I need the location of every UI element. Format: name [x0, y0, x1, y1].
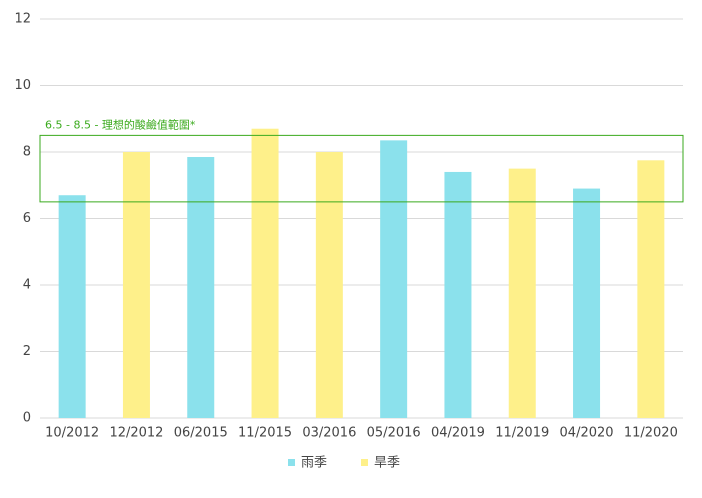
- bar: [380, 140, 408, 419]
- x-tick-label: 12/2012: [109, 426, 163, 441]
- y-tick-label: 4: [23, 278, 31, 293]
- x-tick-label: 10/2012: [45, 426, 99, 441]
- y-tick-label: 8: [23, 145, 31, 160]
- bar: [122, 152, 150, 418]
- x-tick-label: 04/2019: [431, 426, 485, 441]
- y-tick-label: 0: [23, 411, 31, 426]
- x-tick-label: 03/2016: [302, 426, 356, 441]
- bar: [444, 171, 472, 418]
- legend-label: 旱季: [374, 456, 400, 471]
- y-tick-label: 2: [23, 344, 31, 359]
- x-tick-label: 11/2015: [238, 426, 292, 441]
- y-tick-label: 6: [23, 211, 31, 226]
- bar: [573, 188, 601, 418]
- x-tick-label: 11/2019: [495, 426, 549, 441]
- legend-marker: [288, 459, 295, 466]
- y-tick-label: 12: [14, 12, 31, 27]
- x-tick-label: 05/2016: [367, 426, 421, 441]
- x-tick-label: 11/2020: [624, 426, 678, 441]
- legend-marker: [361, 459, 368, 466]
- bar: [508, 168, 536, 418]
- band-label: 6.5 - 8.5 - 理想的酸鹼值範圍*: [45, 117, 196, 131]
- bar: [637, 160, 665, 418]
- bar: [251, 128, 279, 418]
- y-tick-label: 10: [14, 78, 31, 93]
- x-tick-label: 04/2020: [560, 426, 614, 441]
- bar: [315, 152, 343, 418]
- legend-label: 雨季: [301, 456, 327, 471]
- bar: [187, 156, 215, 419]
- ideal-range-band: [39, 134, 684, 203]
- x-tick-label: 06/2015: [174, 426, 228, 441]
- bar: [58, 195, 86, 418]
